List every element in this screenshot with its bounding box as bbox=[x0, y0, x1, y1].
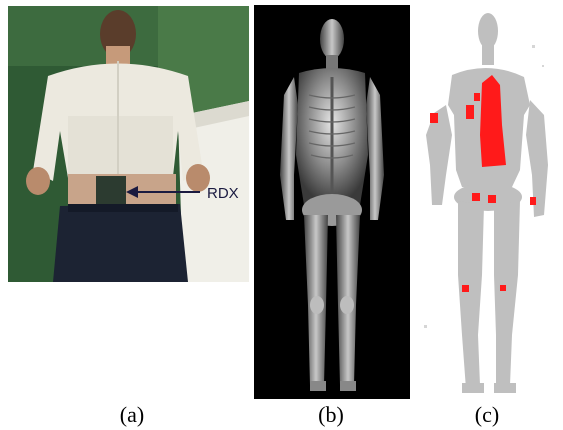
photo-panel-a: RDX bbox=[8, 6, 249, 282]
caption-a: (a) bbox=[119, 402, 145, 427]
processed-panel-c bbox=[412, 5, 561, 399]
xray-backscatter-image bbox=[254, 5, 410, 399]
rdx-label: RDX bbox=[207, 185, 239, 202]
xray-panel-b bbox=[254, 5, 410, 399]
caption-b: (b) bbox=[318, 402, 344, 427]
threat-highlight bbox=[430, 75, 536, 292]
processed-silhouette-image bbox=[412, 5, 561, 399]
caption-c: (c) bbox=[474, 402, 500, 427]
photo-person-back: RDX bbox=[8, 6, 249, 282]
